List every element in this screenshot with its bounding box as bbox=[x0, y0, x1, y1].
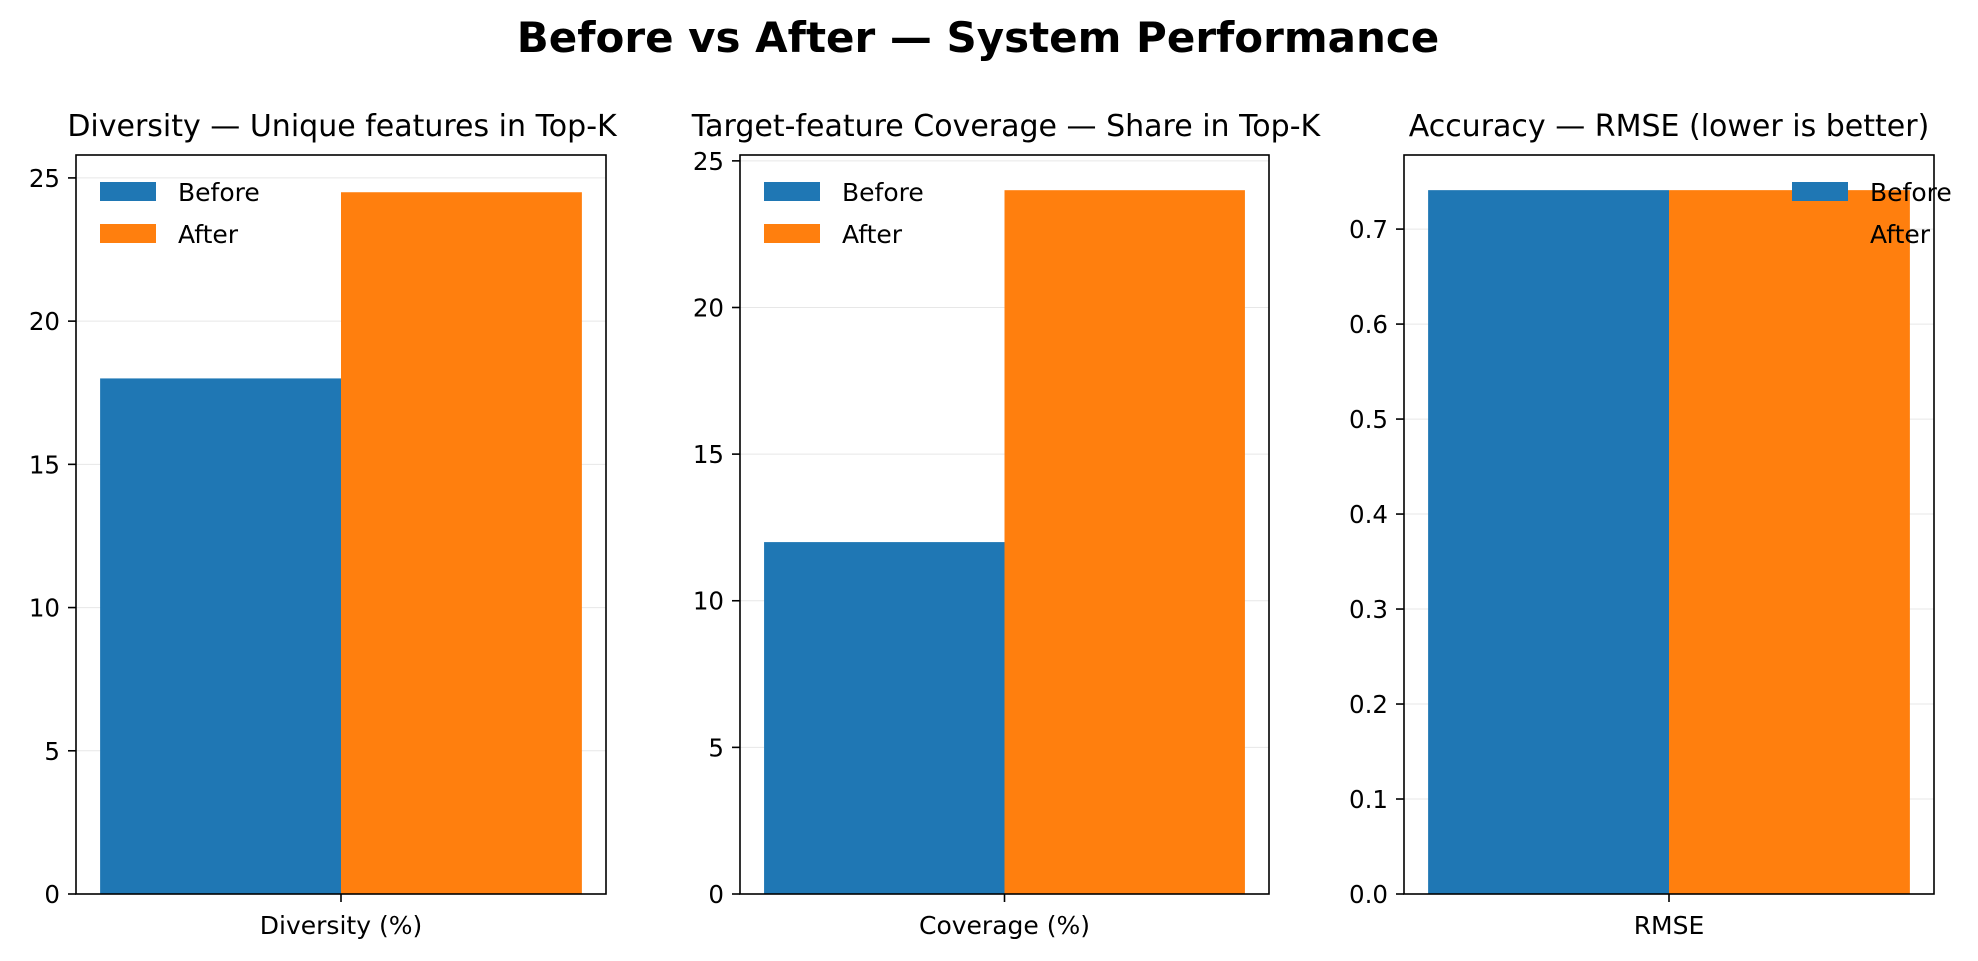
bar-after bbox=[1004, 190, 1245, 894]
y-tick-label: 0.0 bbox=[1349, 880, 1388, 909]
legend-swatch-after bbox=[1792, 224, 1848, 243]
y-tick-label: 0.5 bbox=[1349, 405, 1388, 434]
legend-swatch-after bbox=[100, 224, 156, 243]
bar-before bbox=[100, 378, 342, 895]
bar-after bbox=[341, 192, 582, 894]
axes-frame bbox=[75, 154, 607, 895]
y-tick-label: 25 bbox=[29, 164, 60, 193]
y-tick-label: 0.1 bbox=[1349, 785, 1388, 814]
legend-swatch-after bbox=[764, 224, 820, 243]
legend-swatch-before bbox=[764, 182, 820, 201]
legend: Before After bbox=[1792, 178, 1952, 249]
axes-frame bbox=[1403, 154, 1935, 895]
y-tick-label: 15 bbox=[29, 450, 60, 479]
y-tick-label: 15 bbox=[693, 440, 724, 469]
subplot-2: Target-feature Coverage — Share in Top-K… bbox=[691, 109, 1322, 940]
bar-after bbox=[1669, 190, 1910, 894]
legend: Before After bbox=[764, 178, 924, 249]
bar-before bbox=[764, 542, 1005, 894]
bar-before bbox=[1428, 190, 1669, 894]
legend-swatch-before bbox=[1792, 182, 1848, 201]
y-tick-label: 0.2 bbox=[1349, 690, 1388, 719]
x-tick-label: RMSE bbox=[1634, 911, 1705, 940]
subplot-title: Accuracy — RMSE (lower is better) bbox=[1409, 109, 1930, 144]
subplot-title: Target-feature Coverage — Share in Top-K bbox=[691, 109, 1322, 144]
y-tick-label: 20 bbox=[693, 293, 724, 322]
legend-label-after: After bbox=[842, 220, 903, 249]
y-tick-label: 0.6 bbox=[1349, 310, 1388, 339]
legend-label-before: Before bbox=[178, 178, 260, 207]
axes-frame bbox=[739, 154, 1270, 895]
y-tick-label: 10 bbox=[29, 594, 60, 623]
subplot-1: Diversity — Unique features in Top-K 0 5 10… bbox=[29, 109, 618, 940]
legend-label-after: After bbox=[178, 220, 239, 249]
legend: Before After bbox=[100, 178, 260, 249]
subplot-3: Accuracy — RMSE (lower is better) 0.0 0.1 0… bbox=[1349, 109, 1952, 940]
y-tick-label: 0.7 bbox=[1349, 215, 1388, 244]
legend-label-before: Before bbox=[842, 178, 924, 207]
legend-swatch-before bbox=[100, 182, 156, 201]
legend-label-after: After bbox=[1870, 220, 1931, 249]
x-tick-label: Diversity (%) bbox=[260, 911, 422, 940]
y-tick-label: 20 bbox=[29, 307, 60, 336]
legend-label-before: Before bbox=[1870, 178, 1952, 207]
y-tick-label: 5 bbox=[44, 737, 60, 766]
y-tick-label: 0 bbox=[44, 880, 60, 909]
y-tick-label: 10 bbox=[693, 587, 724, 616]
y-tick-label: 0 bbox=[708, 880, 724, 909]
y-tick-label: 25 bbox=[693, 147, 724, 176]
y-tick-label: 0.4 bbox=[1349, 500, 1388, 529]
subplot-title: Diversity — Unique features in Top-K bbox=[67, 109, 618, 144]
y-tick-label: 5 bbox=[708, 733, 724, 762]
figure-title: Before vs After — System Performance bbox=[517, 13, 1440, 62]
x-tick-label: Coverage (%) bbox=[919, 911, 1090, 940]
y-tick-label: 0.3 bbox=[1349, 595, 1388, 624]
subplots: Diversity — Unique features in Top-K 0 5 10… bbox=[29, 109, 1952, 940]
